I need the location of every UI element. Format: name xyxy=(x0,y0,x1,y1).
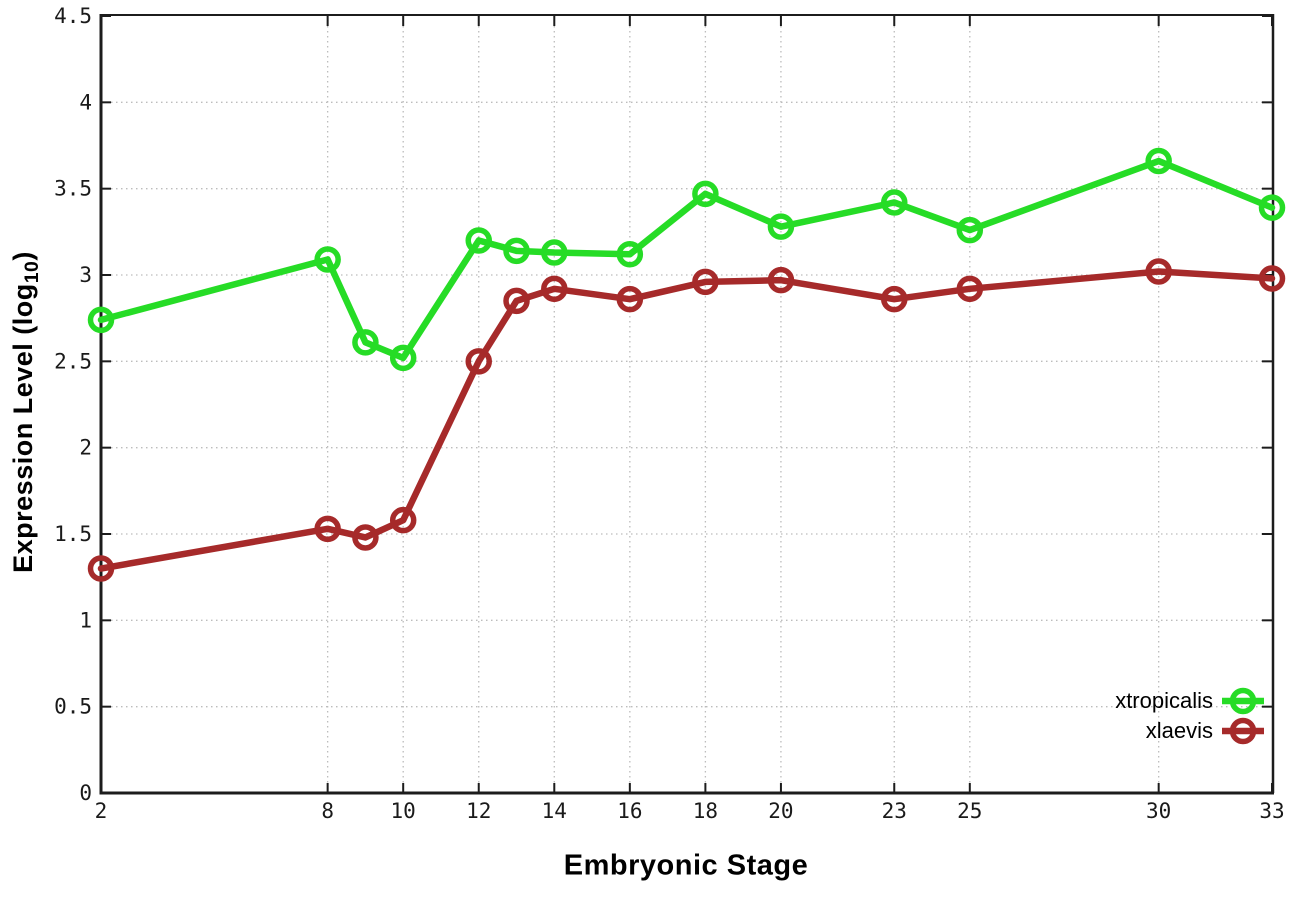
data-point-xtropicalis xyxy=(1258,194,1286,221)
x-tick-label: 18 xyxy=(693,799,718,823)
data-point-xtropicalis xyxy=(352,329,379,356)
data-point-xlaevis xyxy=(1258,265,1286,292)
data-point-xtropicalis xyxy=(314,246,341,273)
y-axis-label-subscript: 10 xyxy=(20,260,43,284)
legend: xtropicalis xlaevis xyxy=(1040,686,1264,746)
data-point-xlaevis xyxy=(314,515,341,543)
y-axis-label-suffix: ) xyxy=(8,251,39,261)
x-tick-label: 2 xyxy=(95,799,108,823)
data-point-xlaevis xyxy=(956,275,984,303)
data-point-xtropicalis xyxy=(956,216,984,244)
y-tick-label: 4.5 xyxy=(54,4,92,28)
data-point-xtropicalis xyxy=(465,227,492,254)
data-point-xlaevis xyxy=(87,555,115,582)
data-point-xlaevis xyxy=(352,524,379,551)
x-tick-label: 23 xyxy=(882,799,907,823)
legend-label: xtropicalis xyxy=(1115,688,1213,713)
legend-line-marker-icon xyxy=(1222,717,1264,745)
y-tick-label: 3.5 xyxy=(54,177,92,201)
x-axis-label: Embryonic Stage xyxy=(563,849,809,882)
data-point-xlaevis xyxy=(767,266,795,294)
data-point-xlaevis xyxy=(1145,258,1172,285)
y-tick-label: 0 xyxy=(79,781,92,805)
data-point-xtropicalis xyxy=(616,241,644,268)
data-point-xlaevis xyxy=(616,285,644,313)
x-tick-label: 8 xyxy=(321,799,334,823)
y-tick-label: 4 xyxy=(79,90,92,114)
data-point-xlaevis xyxy=(692,268,719,296)
y-axis-label: Expression Level (log10) xyxy=(8,251,44,573)
x-tick-label: 14 xyxy=(542,799,567,823)
data-point-xtropicalis xyxy=(767,213,795,240)
y-tick-label: 3 xyxy=(79,263,92,287)
data-point-xtropicalis xyxy=(1145,147,1172,175)
x-tick-label: 25 xyxy=(957,799,982,823)
data-point-xlaevis xyxy=(541,275,568,303)
legend-entry-xtropicalis: xtropicalis xyxy=(1040,686,1264,716)
x-tick-label: 30 xyxy=(1146,799,1171,823)
data-point-xtropicalis xyxy=(503,237,530,265)
x-tick-label: 10 xyxy=(391,799,416,823)
data-point-xlaevis xyxy=(503,287,530,315)
series-line-xlaevis xyxy=(97,268,1276,572)
data-point-xtropicalis xyxy=(541,239,568,266)
legend-entry-xlaevis: xlaevis xyxy=(1040,716,1264,746)
data-point-xtropicalis xyxy=(692,180,719,208)
x-tick-label: 20 xyxy=(768,799,793,823)
y-axis-label-text: Expression Level (log xyxy=(8,283,39,573)
x-tick-label: 33 xyxy=(1259,799,1284,823)
data-point-xlaevis xyxy=(389,506,417,534)
data-point-xtropicalis xyxy=(87,306,115,334)
y-tick-label: 1.5 xyxy=(54,522,92,546)
legend-line-marker-icon xyxy=(1222,687,1264,715)
legend-label: xlaevis xyxy=(1145,718,1213,743)
x-tick-label: 12 xyxy=(466,799,491,823)
y-tick-label: 2 xyxy=(79,436,92,460)
data-point-xtropicalis xyxy=(389,344,417,372)
x-tick-label: 16 xyxy=(617,799,642,823)
y-tick-label: 1 xyxy=(79,608,92,632)
data-point-xlaevis xyxy=(465,348,492,375)
series-line-xtropicalis xyxy=(97,157,1276,362)
data-point-xlaevis xyxy=(881,285,908,313)
data-point-xtropicalis xyxy=(881,189,908,216)
y-tick-label: 0.5 xyxy=(54,695,92,719)
y-tick-label: 2.5 xyxy=(54,349,92,373)
